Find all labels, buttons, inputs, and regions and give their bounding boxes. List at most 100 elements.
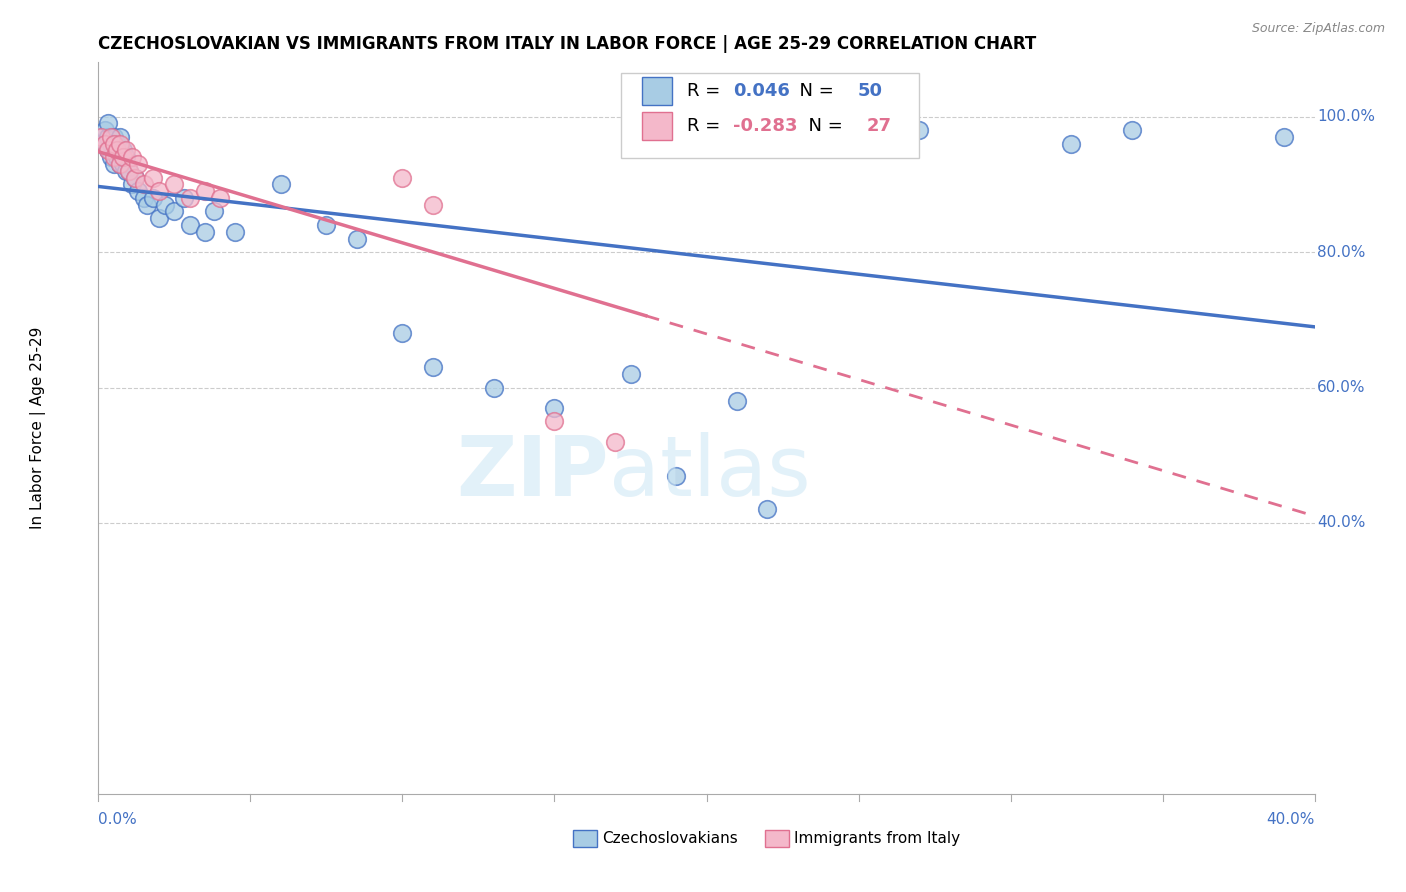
Point <box>114 163 136 178</box>
Point <box>103 144 125 158</box>
Text: Source: ZipAtlas.com: Source: ZipAtlas.com <box>1251 22 1385 36</box>
Point <box>100 136 122 151</box>
Point <box>665 468 688 483</box>
Point <box>179 191 201 205</box>
Point <box>155 197 177 211</box>
FancyBboxPatch shape <box>621 73 920 158</box>
Point <box>163 204 186 219</box>
Point <box>482 380 505 394</box>
Point <box>93 123 115 137</box>
Point <box>136 197 159 211</box>
Point <box>132 178 155 192</box>
Text: 40.0%: 40.0% <box>1267 812 1315 827</box>
Text: ZIP: ZIP <box>457 432 609 513</box>
Text: In Labor Force | Age 25-29: In Labor Force | Age 25-29 <box>30 327 45 529</box>
Point <box>96 144 118 158</box>
Point <box>111 157 134 171</box>
Point <box>1121 123 1143 137</box>
Point <box>194 225 217 239</box>
Point <box>100 150 122 164</box>
Point <box>605 434 627 449</box>
Point <box>93 136 115 151</box>
Point <box>179 218 201 232</box>
Point <box>105 144 128 158</box>
Point <box>124 170 146 185</box>
Point <box>173 191 195 205</box>
Point <box>127 157 149 171</box>
Text: atlas: atlas <box>609 432 811 513</box>
Point <box>124 170 146 185</box>
Point <box>121 178 143 192</box>
Point <box>108 136 131 151</box>
Text: 0.046: 0.046 <box>734 82 790 100</box>
Point <box>422 360 444 375</box>
Point <box>108 157 131 171</box>
Point <box>96 144 118 158</box>
FancyBboxPatch shape <box>765 830 789 847</box>
Point <box>105 150 128 164</box>
Point <box>105 136 128 151</box>
Text: N =: N = <box>787 82 839 100</box>
Text: 40.0%: 40.0% <box>1317 516 1365 531</box>
Point <box>619 367 641 381</box>
Point <box>103 150 125 164</box>
Point <box>142 170 165 185</box>
Point <box>543 401 565 415</box>
Point <box>90 130 112 145</box>
Point <box>103 130 125 145</box>
Point <box>224 225 246 239</box>
Point <box>315 218 337 232</box>
Point <box>391 326 413 341</box>
Point <box>209 191 232 205</box>
Text: R =: R = <box>688 82 725 100</box>
Point <box>121 150 143 164</box>
FancyBboxPatch shape <box>643 112 672 140</box>
Text: Immigrants from Italy: Immigrants from Italy <box>794 831 960 846</box>
Text: -0.283: -0.283 <box>734 117 797 136</box>
Point <box>1272 130 1295 145</box>
FancyBboxPatch shape <box>572 830 598 847</box>
Point <box>132 191 155 205</box>
Point <box>96 116 118 130</box>
Point <box>114 144 136 158</box>
Point <box>127 184 149 198</box>
Point <box>634 123 657 137</box>
Text: R =: R = <box>688 117 725 136</box>
Point <box>725 394 748 409</box>
Point <box>163 178 186 192</box>
Point <box>1060 136 1083 151</box>
Point <box>96 130 118 145</box>
Point <box>202 204 225 219</box>
Point <box>108 157 131 171</box>
Text: 100.0%: 100.0% <box>1317 109 1375 124</box>
Text: 27: 27 <box>868 117 891 136</box>
Point <box>118 163 141 178</box>
Text: CZECHOSLOVAKIAN VS IMMIGRANTS FROM ITALY IN LABOR FORCE | AGE 25-29 CORRELATION : CZECHOSLOVAKIAN VS IMMIGRANTS FROM ITALY… <box>98 35 1036 53</box>
Text: 0.0%: 0.0% <box>98 812 138 827</box>
Point <box>908 123 931 137</box>
Point <box>108 144 131 158</box>
Point <box>194 184 217 198</box>
Text: 60.0%: 60.0% <box>1317 380 1365 395</box>
Text: 50: 50 <box>858 82 883 100</box>
Point <box>422 197 444 211</box>
Point <box>270 178 292 192</box>
Point <box>142 191 165 205</box>
Point <box>114 150 136 164</box>
Point <box>391 170 413 185</box>
Point <box>543 414 565 428</box>
Point <box>93 136 115 151</box>
Point <box>111 144 134 158</box>
Point <box>100 130 122 145</box>
Text: N =: N = <box>797 117 848 136</box>
Point <box>108 130 131 145</box>
Point <box>111 150 134 164</box>
Point <box>118 163 141 178</box>
Point <box>756 502 779 516</box>
Point <box>103 157 125 171</box>
Point <box>103 136 125 151</box>
Point <box>346 231 368 245</box>
Point <box>148 211 170 226</box>
Point <box>90 130 112 145</box>
FancyBboxPatch shape <box>643 77 672 104</box>
